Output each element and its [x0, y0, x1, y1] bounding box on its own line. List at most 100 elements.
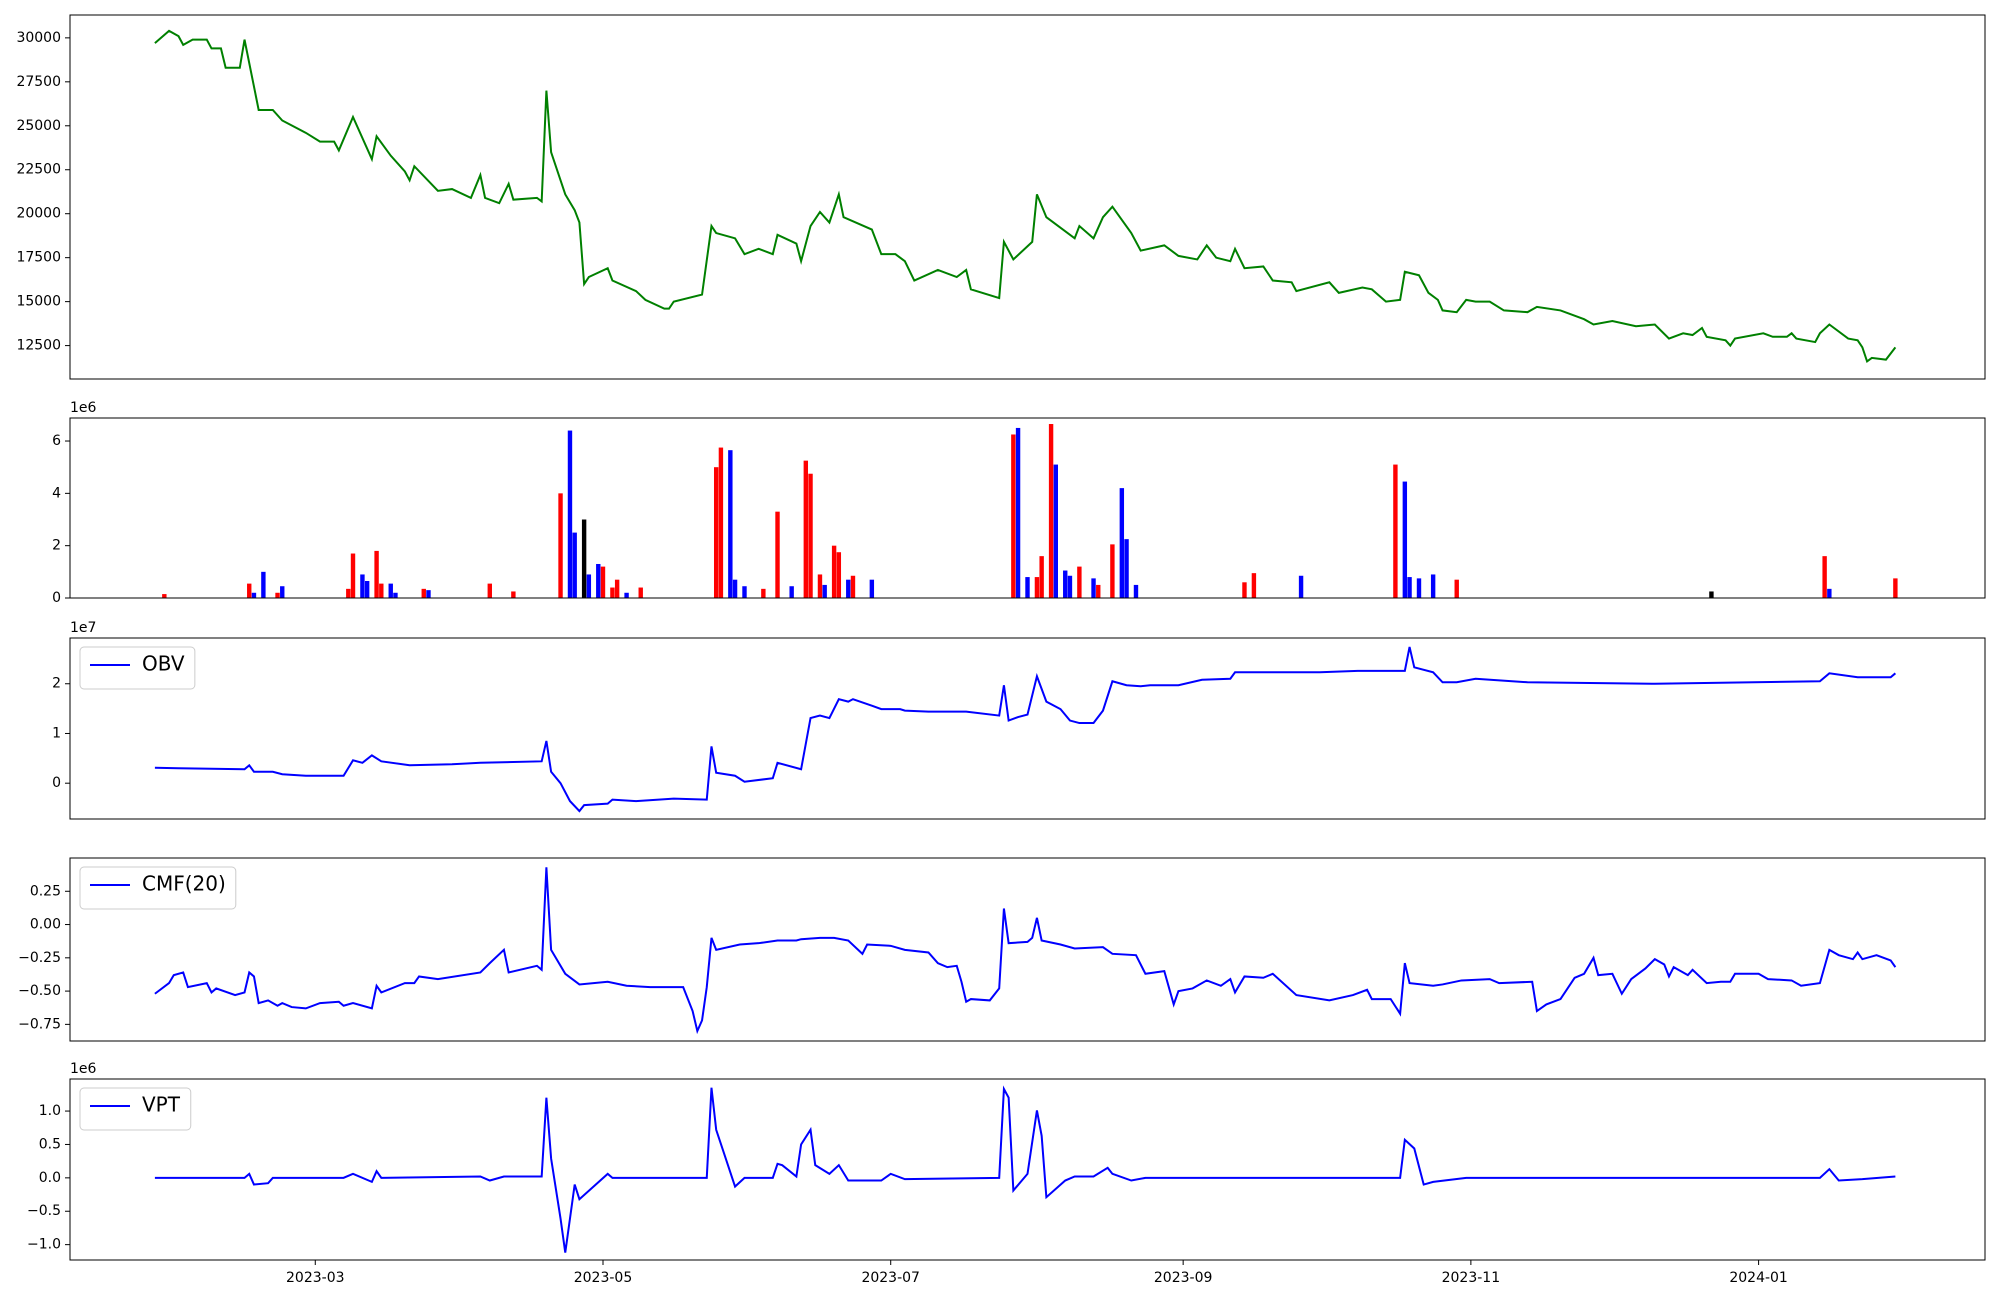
bar — [261, 571, 266, 598]
panel: 0 2 4 6 1e6 — [52, 400, 1986, 606]
bar — [846, 579, 851, 598]
bar — [614, 579, 620, 598]
bar — [775, 511, 780, 598]
frame — [69, 1078, 1986, 1261]
bar — [1091, 578, 1096, 598]
frame — [69, 417, 1986, 599]
y-tick-label: 4 — [52, 485, 61, 501]
bar — [1133, 584, 1139, 598]
bar — [511, 591, 516, 598]
bar — [487, 583, 492, 598]
y-tick-label: 30000 — [16, 30, 61, 46]
bar — [1025, 577, 1030, 598]
y-tick-label: 2 — [52, 676, 61, 692]
legend: VPT — [79, 1087, 192, 1131]
legend-box — [79, 646, 196, 690]
legend-label: VPT — [142, 1093, 181, 1117]
bar — [728, 450, 733, 598]
bar — [567, 430, 573, 598]
y-tick-label: 12500 — [16, 338, 61, 354]
legend-box — [79, 1087, 192, 1131]
y-tick-label: 0.25 — [30, 883, 61, 899]
offset-text: 1e6 — [70, 1061, 97, 1077]
bar — [1416, 578, 1422, 598]
bar — [421, 588, 426, 598]
y-tick-label: 1 — [52, 725, 61, 741]
y-tick-label: 0.00 — [30, 917, 61, 933]
bar — [162, 594, 167, 598]
panel: 0 1 2 1e7 OBV — [52, 620, 1986, 820]
y-tick-label: 0.5 — [39, 1136, 61, 1152]
bar — [732, 579, 738, 598]
bar — [718, 447, 724, 598]
bar — [251, 592, 257, 598]
y-tick-label: −0.25 — [18, 950, 61, 966]
bar — [1048, 424, 1054, 598]
bar — [1077, 566, 1082, 598]
offset-text: 1e7 — [70, 620, 96, 636]
bar — [850, 575, 856, 598]
bar — [638, 587, 643, 598]
bar — [1251, 573, 1257, 598]
bar — [817, 574, 823, 598]
bar — [1011, 434, 1016, 598]
frame — [69, 637, 1986, 820]
bar — [1034, 577, 1040, 598]
y-tick-label: 2 — [52, 538, 61, 554]
bar — [280, 586, 285, 598]
legend: CMF(20) — [79, 866, 237, 910]
bar — [1242, 582, 1247, 598]
y-tick-label: −0.5 — [27, 1203, 61, 1219]
bar — [1822, 556, 1827, 598]
bar — [350, 553, 356, 598]
bar — [1015, 427, 1021, 598]
bar — [761, 588, 766, 598]
bar — [1393, 464, 1398, 598]
bar — [379, 583, 384, 598]
bar — [1119, 488, 1125, 598]
bar — [1709, 591, 1714, 598]
bar — [572, 532, 577, 598]
bar — [364, 580, 370, 598]
line — [154, 867, 1897, 1035]
bar — [836, 552, 842, 598]
bar — [831, 545, 837, 598]
bar — [1827, 588, 1832, 598]
bar — [1067, 575, 1073, 598]
line — [154, 29, 1897, 364]
bar — [803, 460, 809, 598]
bar — [1430, 574, 1436, 598]
bar — [610, 587, 615, 598]
bar — [426, 590, 431, 598]
line — [154, 646, 1897, 813]
bar — [869, 579, 875, 598]
y-tick-label: 0.0 — [39, 1170, 61, 1186]
bar — [1407, 577, 1412, 598]
bar — [1096, 584, 1101, 598]
y-tick-label: 25000 — [16, 118, 61, 134]
y-tick-label: 27500 — [16, 74, 61, 90]
bar — [393, 592, 398, 598]
y-tick-label: 17500 — [16, 250, 61, 266]
x-tick-label: 2023-11 — [1442, 1270, 1501, 1286]
bar — [822, 584, 827, 598]
bar — [1063, 570, 1068, 598]
bar — [586, 574, 592, 598]
offset-text: 1e6 — [70, 400, 97, 416]
panel: 0.25 0.00 −0.25 −0.50 −0.75 CMF(20) — [18, 857, 1986, 1042]
line — [154, 1085, 1896, 1253]
bar — [247, 583, 252, 598]
y-tick-label: 0 — [52, 590, 61, 606]
bar — [374, 550, 379, 598]
x-tick-label: 2023-03 — [286, 1270, 345, 1286]
bar — [1039, 556, 1044, 598]
legend: OBV — [79, 646, 196, 690]
y-tick-label: −1.0 — [27, 1237, 61, 1253]
y-tick-label: 0 — [52, 775, 61, 791]
x-tick-label: 2023-05 — [574, 1270, 633, 1286]
bar — [1402, 481, 1408, 598]
frame — [69, 14, 1986, 380]
bar — [808, 473, 813, 598]
bar — [1454, 579, 1459, 598]
